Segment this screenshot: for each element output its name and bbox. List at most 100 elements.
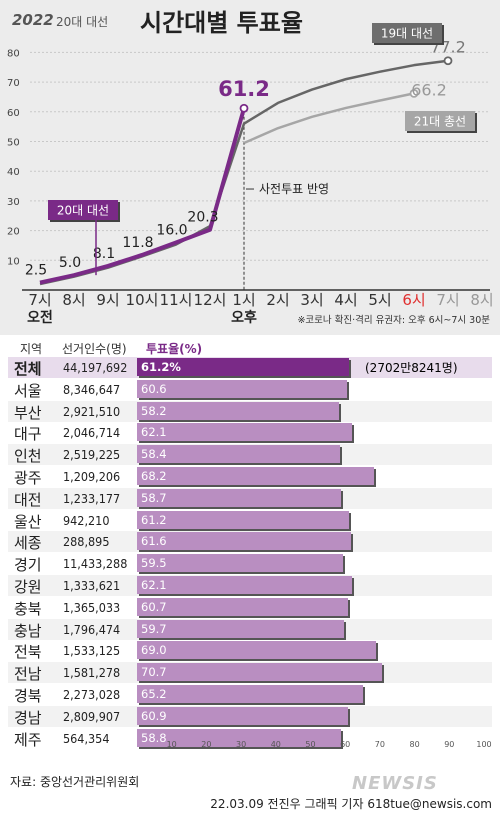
- table-row: 제주 564,354 58.8: [8, 727, 492, 749]
- x-tick-label: 6시: [402, 291, 425, 309]
- series-endpoint-1: [443, 56, 453, 66]
- legend-21-box: [405, 111, 475, 131]
- voter-count: 1,796,474: [63, 621, 121, 637]
- voter-count: 2,046,714: [63, 425, 121, 441]
- series-line-2: [243, 92, 415, 145]
- bar-axis-tick: 80: [409, 740, 420, 749]
- region-name: 대전: [14, 490, 42, 509]
- voter-count: 2,519,225: [63, 447, 121, 463]
- table-row: 대전 1,233,177 58.7: [8, 487, 492, 509]
- rate-bar: 60.6: [137, 379, 348, 398]
- rate-bar: 60.9: [137, 706, 349, 725]
- line-chart: 10 20 30 40 50 60 70 80 7시 8시 9시 10시 11시 12시 1시 2시 3시 4시 5…: [7, 23, 494, 326]
- table-row: 강원 1,333,621 62.1: [8, 575, 492, 596]
- rate-bar: 59.7: [137, 619, 345, 638]
- rate-bar: 58.8: [137, 728, 342, 747]
- region-name: 경남: [14, 708, 42, 727]
- table-row: 울산 942,210 61.2: [8, 509, 492, 531]
- y-tick-label: 60: [7, 108, 20, 119]
- voter-count: 1,233,177: [63, 490, 121, 506]
- y-tick-label: 40: [7, 167, 20, 178]
- region-table: 지역 선거인수(명) 투표율(%) 전체 44,197,692 61.2% (2702…: [0, 335, 500, 765]
- rate-bar: 69.0: [137, 641, 377, 660]
- x-tick-label: 5시: [368, 291, 391, 309]
- rate-label: 61.2: [141, 512, 167, 527]
- legend-19-box: [372, 23, 442, 43]
- voter-count: 942,210: [63, 512, 110, 528]
- series-line-0: [39, 107, 246, 285]
- x-tick-label: 4시: [334, 291, 357, 309]
- data-label: 5.0: [59, 255, 81, 271]
- y-tick-label: 20: [7, 227, 20, 238]
- voter-count: 1,209,206: [63, 469, 121, 484]
- rate-label: 70.7: [141, 665, 167, 680]
- voter-count: 11,433,288: [63, 556, 128, 572]
- table-row: 충북 1,365,033 60.7: [8, 596, 492, 618]
- y-tick-label: 10: [7, 256, 20, 267]
- legend-21-label: 21대 총선: [414, 115, 466, 129]
- table-row: 충남 1,796,474 59.7: [8, 618, 492, 640]
- table-row: 전체 44,197,692 61.2% (2702만8241명): [8, 357, 492, 378]
- credit-note: 22.03.09 전진우 그래픽 기자 618tue@newsis.com: [210, 797, 492, 811]
- rate-bar: 61.2%: [137, 358, 350, 376]
- y-tick-label: 80: [7, 48, 20, 59]
- rate-label: 68.2: [141, 469, 167, 483]
- table-row: 경기 11,433,288 59.5: [8, 553, 492, 575]
- table-row: 경북 2,273,028 65.2: [8, 684, 492, 705]
- bar-axis-tick: 100: [476, 740, 492, 749]
- region-name: 세종: [14, 534, 42, 553]
- header-region: 지역: [20, 342, 43, 356]
- rate-bar: 68.2: [137, 467, 374, 485]
- subtitle: 20대 대선: [56, 15, 109, 29]
- x-tick-label: 11시: [160, 291, 193, 309]
- legend-19-label: 19대 대선: [381, 27, 433, 41]
- rate-label: 60.6: [141, 381, 167, 396]
- x-tick-label: 9시: [96, 291, 119, 309]
- data-label: 20.3: [187, 210, 218, 226]
- table-row: 서울 8,346,647 60.6: [8, 378, 492, 400]
- rate-bar: 70.7: [137, 663, 383, 682]
- voter-count: 564,354: [63, 730, 110, 746]
- legend-20-box: [48, 200, 118, 220]
- bar-axis-tick: 70: [374, 740, 385, 749]
- table-row: 세종 288,895 61.6: [8, 531, 492, 553]
- x-tick-label: 10시: [126, 291, 159, 309]
- table-row: 광주 1,209,206 68.2: [8, 466, 492, 487]
- total-voters-note: (2702만8241명): [365, 361, 458, 375]
- voter-count: 2,921,510: [63, 403, 121, 419]
- table-row: 인천 2,519,225 58.4: [8, 444, 492, 466]
- early-vote-label: 사전투표 반영: [259, 182, 329, 196]
- region-name: 전남: [14, 665, 42, 684]
- page-title: 시간대별 투표율: [140, 9, 303, 37]
- rate-bar: 58.4: [137, 445, 340, 464]
- x-sublabel-am: 오전: [27, 309, 53, 326]
- y-tick-label: 50: [7, 138, 20, 149]
- voter-count: 1,365,033: [63, 599, 121, 615]
- region-name: 제주: [14, 730, 42, 749]
- region-name: 서울: [14, 381, 42, 400]
- rate-label: 60.9: [141, 708, 167, 723]
- voter-count: 2,809,907: [63, 708, 121, 724]
- rate-label: 58.8: [141, 730, 167, 745]
- legend-20-label: 20대 대선: [57, 204, 109, 218]
- table-row: 경남 2,809,907 60.9: [8, 705, 492, 727]
- x-tick-label: 7시: [436, 291, 459, 309]
- data-label: 16.0: [156, 222, 187, 238]
- rate-bar: 60.7: [137, 597, 348, 616]
- rate-label: 59.5: [141, 556, 167, 571]
- data-label: 11.8: [122, 235, 153, 251]
- rate-label: 65.2: [141, 687, 167, 701]
- region-name: 강원: [14, 578, 42, 596]
- region-name: 인천: [14, 447, 42, 466]
- voter-count: 288,895: [63, 534, 110, 550]
- voter-count: 1,533,125: [63, 643, 121, 659]
- region-name: 경북: [14, 687, 42, 705]
- region-name: 경기: [14, 556, 42, 575]
- x-tick-label: 1시: [232, 291, 255, 309]
- region-name: 울산: [14, 512, 42, 531]
- rate-bar: 58.2: [137, 401, 339, 420]
- rate-label: 58.2: [141, 403, 167, 418]
- x-sublabel-pm: 오후: [231, 310, 257, 326]
- rate-bar: 59.5: [137, 554, 344, 573]
- region-name: 전북: [14, 643, 42, 662]
